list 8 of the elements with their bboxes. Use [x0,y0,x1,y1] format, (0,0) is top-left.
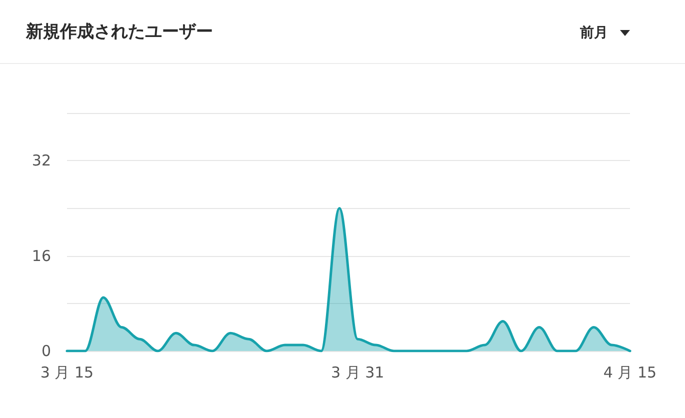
y-tick-label: 32 [32,152,51,170]
x-tick-label: 3 月 15 [40,364,94,382]
text: 前月 [580,24,608,42]
x-tick-label: 3 月 31 [330,364,384,382]
x-tick-label: 4 月 15 [603,364,657,382]
chart-title: 新規作成されたユーザー [26,21,213,43]
y-tick-label: 16 [32,246,51,265]
y-tick-label: 0 [41,342,51,360]
